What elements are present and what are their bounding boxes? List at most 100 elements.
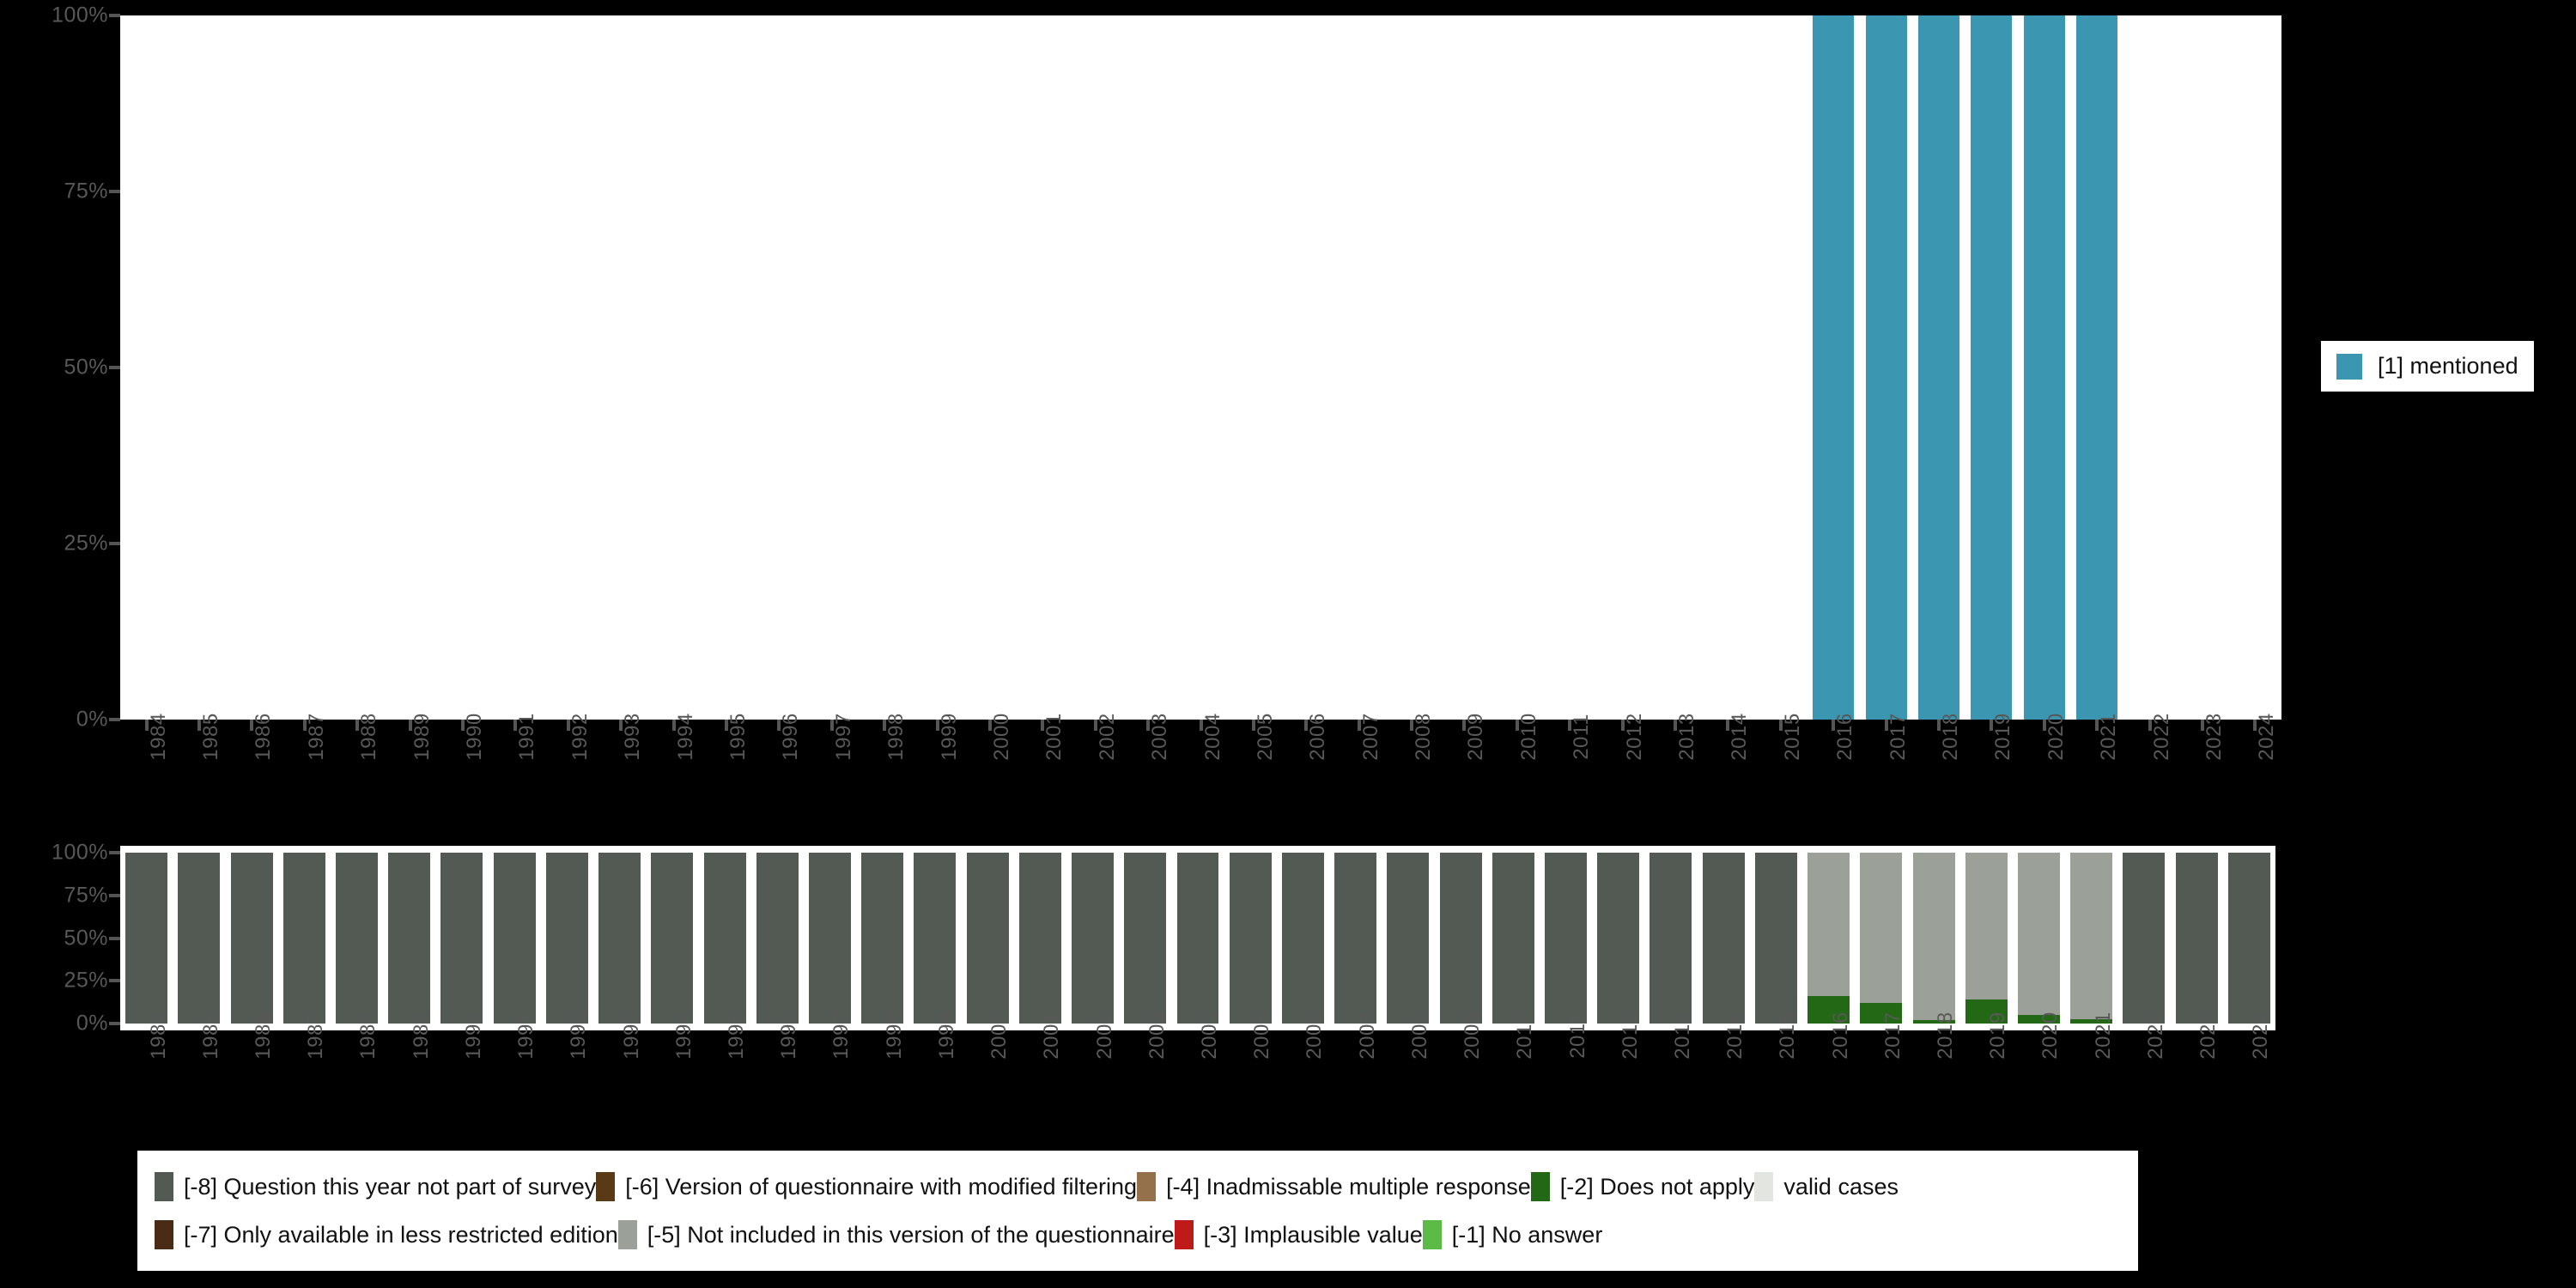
missings-stacked-bar[interactable]	[1965, 853, 2008, 1024]
missings-stacked-bar[interactable]	[1176, 853, 1219, 1024]
main-bar-slot[interactable]	[1649, 15, 1701, 720]
main-bar-slot[interactable]	[1596, 15, 1649, 720]
missings-segment[interactable]	[283, 853, 325, 1024]
missings-bar-slot[interactable]	[908, 853, 961, 1024]
missings-segment[interactable]	[1807, 996, 1850, 1024]
missings-segment[interactable]	[2070, 1019, 2113, 1024]
missings-stacked-bar[interactable]	[1018, 853, 1061, 1024]
missings-stacked-bar[interactable]	[1492, 853, 1534, 1024]
main-bar-slot[interactable]	[278, 15, 331, 720]
missings-bar-slot[interactable]	[804, 853, 856, 1024]
missings-segment[interactable]	[2227, 853, 2270, 1024]
main-bar-slot[interactable]	[2123, 15, 2176, 720]
missings-segment[interactable]	[178, 853, 221, 1024]
missings-legend-item[interactable]: valid cases	[1754, 1172, 1899, 1201]
missings-segment[interactable]	[966, 853, 1009, 1024]
missings-legend-item[interactable]: [-1] No answer	[1422, 1220, 1602, 1249]
missings-stacked-bar[interactable]	[2227, 853, 2270, 1024]
main-bar-slot[interactable]	[384, 15, 436, 720]
missings-bar-slot[interactable]	[751, 853, 804, 1024]
missings-bar-slot[interactable]	[1855, 853, 1907, 1024]
missings-bar-slot[interactable]	[1487, 853, 1540, 1024]
missings-segment[interactable]	[1754, 853, 1797, 1024]
missings-bar-slot[interactable]	[2117, 853, 2170, 1024]
missings-stacked-bar[interactable]	[861, 853, 904, 1024]
missings-segment[interactable]	[1807, 853, 1850, 997]
main-bar-slot[interactable]	[1227, 15, 1279, 720]
missings-segment[interactable]	[1912, 1020, 1955, 1024]
missings-stacked-bar[interactable]	[1807, 853, 1850, 1024]
missings-legend-item[interactable]: [-7] Only available in less restricted e…	[155, 1220, 618, 1249]
missings-segment[interactable]	[2175, 853, 2218, 1024]
missings-bar-slot[interactable]	[1802, 853, 1855, 1024]
missings-stacked-bar[interactable]	[756, 853, 799, 1024]
missings-bar-slot[interactable]	[173, 853, 225, 1024]
missings-segment[interactable]	[651, 853, 694, 1024]
main-bar-slot[interactable]	[1333, 15, 1385, 720]
missings-segment[interactable]	[2123, 853, 2166, 1024]
missings-bar-slot[interactable]	[383, 853, 435, 1024]
main-bar-slot[interactable]	[120, 15, 173, 720]
main-bar-slot[interactable]	[1069, 15, 1121, 720]
main-bar-slot[interactable]	[331, 15, 384, 720]
missings-stacked-bar[interactable]	[703, 853, 746, 1024]
missings-bar-slot[interactable]	[1540, 853, 1592, 1024]
missings-stacked-bar[interactable]	[966, 853, 1009, 1024]
missings-bar-slot[interactable]	[1750, 853, 1802, 1024]
missings-bar-slot[interactable]	[1119, 853, 1171, 1024]
missings-segment[interactable]	[598, 853, 641, 1024]
missings-bar-slot[interactable]	[2013, 853, 2065, 1024]
missings-stacked-bar[interactable]	[1334, 853, 1377, 1024]
main-bar-slot[interactable]	[2176, 15, 2228, 720]
missings-segment[interactable]	[1860, 853, 1903, 1004]
missings-bar-slot[interactable]	[593, 853, 646, 1024]
main-bar-slot[interactable]	[173, 15, 225, 720]
main-bar-slot[interactable]	[753, 15, 805, 720]
missings-segment[interactable]	[493, 853, 536, 1024]
main-bar-slot[interactable]	[963, 15, 1016, 720]
missings-segment[interactable]	[1860, 1003, 1903, 1024]
missings-bar-slot[interactable]	[435, 853, 488, 1024]
missings-bar-slot[interactable]	[331, 853, 383, 1024]
missings-bar-slot[interactable]	[1329, 853, 1382, 1024]
missings-stacked-bar[interactable]	[1754, 853, 1797, 1024]
missings-stacked-bar[interactable]	[598, 853, 641, 1024]
missings-segment[interactable]	[703, 853, 746, 1024]
main-bar-slot[interactable]	[436, 15, 489, 720]
main-bar-slot[interactable]	[1702, 15, 1754, 720]
main-bar-slot[interactable]	[1017, 15, 1069, 720]
missings-bar-slot[interactable]	[225, 853, 277, 1024]
missings-stacked-bar[interactable]	[1545, 853, 1587, 1024]
missings-bar-slot[interactable]	[1434, 853, 1486, 1024]
missings-segment[interactable]	[1018, 853, 1061, 1024]
missings-legend-item[interactable]: [-2] Does not apply	[1530, 1172, 1754, 1201]
missings-segment[interactable]	[808, 853, 851, 1024]
missings-stacked-bar[interactable]	[1597, 853, 1640, 1024]
missings-stacked-bar[interactable]	[1702, 853, 1745, 1024]
missings-bar-slot[interactable]	[1014, 853, 1066, 1024]
missings-stacked-bar[interactable]	[1439, 853, 1482, 1024]
missings-bar-slot[interactable]	[1907, 853, 1959, 1024]
missings-stacked-bar[interactable]	[651, 853, 694, 1024]
missings-stacked-bar[interactable]	[1387, 853, 1430, 1024]
missings-segment[interactable]	[1387, 853, 1430, 1024]
missings-segment[interactable]	[2070, 853, 2113, 1020]
main-bar[interactable]	[1971, 15, 2013, 720]
missings-legend-item[interactable]: [-4] Inadmissable multiple response	[1137, 1172, 1531, 1201]
missings-segment[interactable]	[1072, 853, 1115, 1024]
main-bar-slot[interactable]	[1491, 15, 1543, 720]
main-bar-slot[interactable]	[700, 15, 752, 720]
missings-stacked-bar[interactable]	[2123, 853, 2166, 1024]
main-bar[interactable]	[1813, 15, 1855, 720]
missings-segment[interactable]	[388, 853, 431, 1024]
missings-segment[interactable]	[861, 853, 904, 1024]
main-bar-slot[interactable]	[1754, 15, 1807, 720]
missings-bar-slot[interactable]	[1224, 853, 1277, 1024]
missings-legend-item[interactable]: [-3] Implausible value	[1174, 1220, 1423, 1249]
missings-stacked-bar[interactable]	[1281, 853, 1324, 1024]
missings-stacked-bar[interactable]	[336, 853, 378, 1024]
missings-segment[interactable]	[756, 853, 799, 1024]
missings-bar-slot[interactable]	[489, 853, 541, 1024]
missings-bar-slot[interactable]	[962, 853, 1014, 1024]
missings-segment[interactable]	[230, 853, 273, 1024]
